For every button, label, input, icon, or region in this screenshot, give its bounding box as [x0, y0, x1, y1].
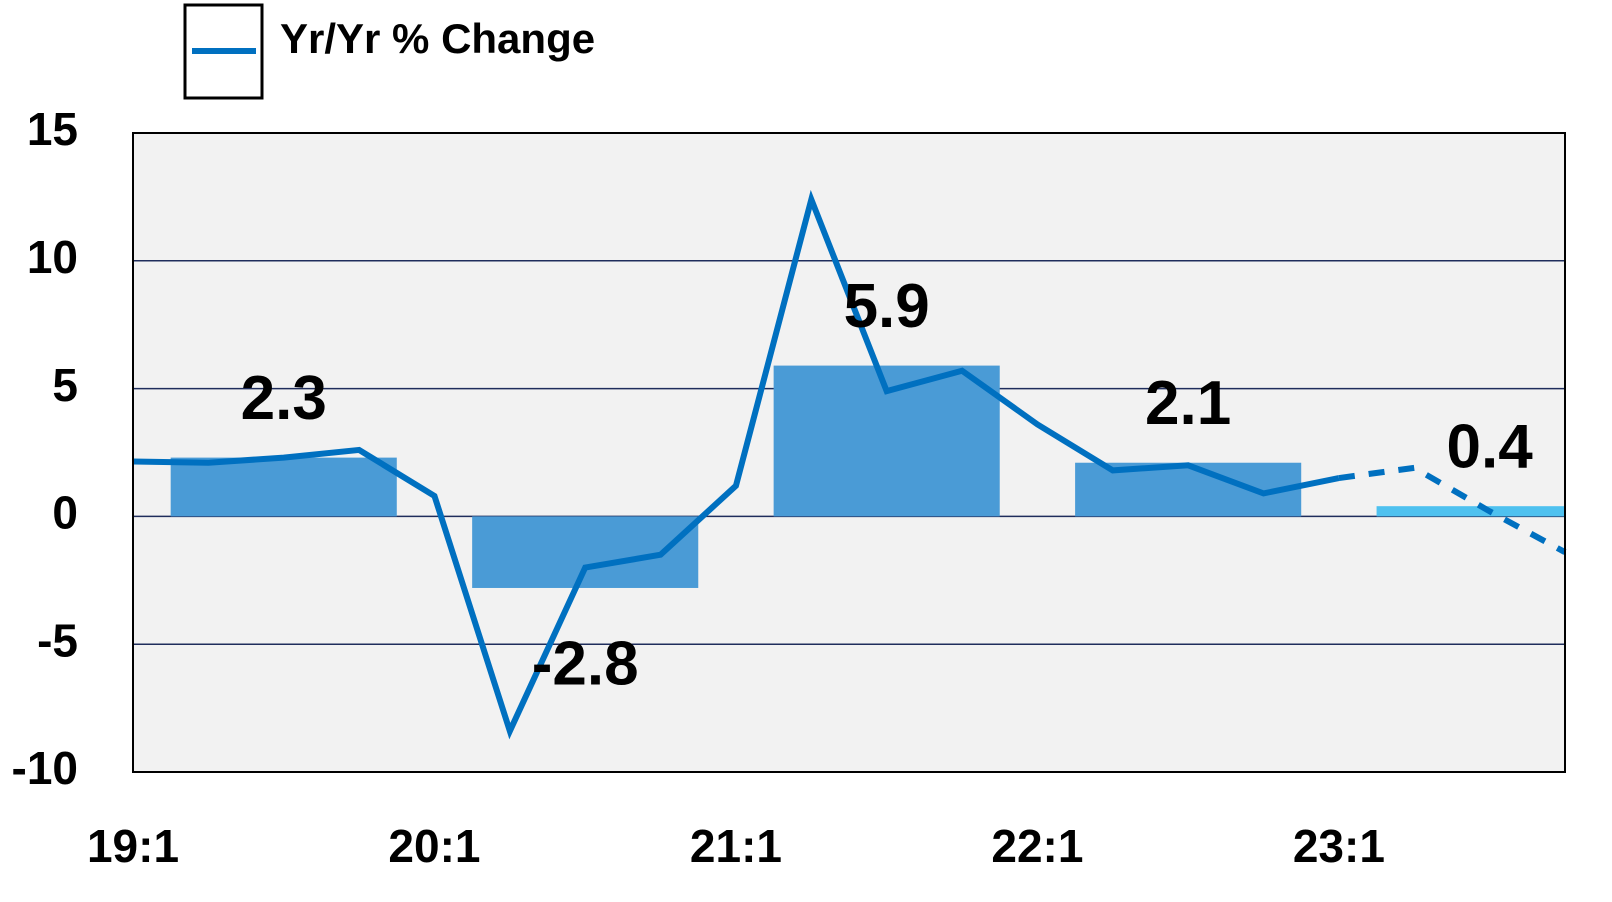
bar — [1376, 506, 1565, 517]
bar-label: 0.4 — [1447, 413, 1534, 482]
y-tick-label: 0 — [52, 487, 78, 539]
series-line — [132, 189, 1340, 740]
bar-label: 2.1 — [1145, 369, 1231, 438]
y-tick-label: 10 — [27, 231, 78, 283]
x-tick-label: 21:1 — [690, 820, 782, 872]
y-tick-label: -10 — [12, 742, 78, 794]
bar — [170, 457, 397, 517]
x-tick-label: 23:1 — [1293, 820, 1385, 872]
x-tick-label: 22:1 — [991, 820, 1083, 872]
legend-label: Yr/Yr % Change — [280, 15, 595, 62]
bar-label: 5.9 — [844, 272, 930, 341]
y-tick-label: -5 — [37, 614, 78, 666]
plot-border — [132, 132, 1566, 773]
bar-label: 2.3 — [241, 364, 327, 433]
x-tick-label: 20:1 — [388, 820, 480, 872]
series-line — [1338, 464, 1567, 555]
x-tick-label: 19:1 — [87, 820, 179, 872]
bar-label: -2.8 — [532, 629, 639, 698]
y-tick-label: 5 — [52, 359, 78, 411]
y-tick-label: 15 — [27, 103, 78, 155]
